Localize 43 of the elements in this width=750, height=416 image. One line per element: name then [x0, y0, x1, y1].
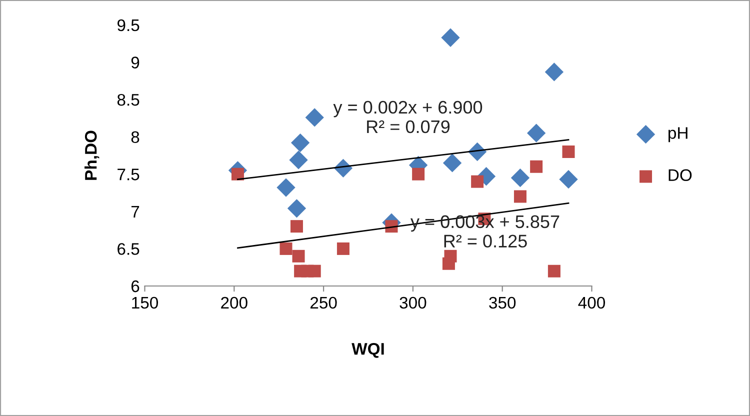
point — [280, 242, 292, 255]
x-tick-label: 200 — [221, 296, 248, 309]
point — [559, 170, 578, 189]
y-tick-label: 6.5 — [118, 243, 140, 255]
legend-label: pH — [668, 127, 688, 142]
x-tick-label: 300 — [400, 296, 426, 309]
point — [442, 154, 462, 172]
point — [412, 168, 425, 180]
point — [544, 62, 564, 82]
point — [441, 28, 460, 47]
annotation: y = 0.002x + 6.900 R² = 0.079 — [333, 100, 482, 134]
x-tick-label: 350 — [489, 296, 516, 309]
point — [231, 168, 244, 180]
point — [336, 242, 350, 255]
y-tick-label: 8.5 — [117, 94, 140, 106]
point — [471, 175, 484, 188]
point — [292, 250, 305, 262]
x-tick-label: 250 — [310, 296, 337, 309]
y-tick-label: 9 — [131, 56, 140, 68]
point — [526, 124, 546, 142]
point — [287, 199, 306, 218]
point — [289, 150, 308, 170]
point — [290, 133, 310, 152]
y-axis-title: Ph,DO — [84, 130, 100, 180]
y-tick-label: 7.5 — [118, 168, 140, 180]
point — [530, 160, 543, 173]
point — [305, 108, 324, 127]
point — [548, 264, 560, 278]
legend-label: DO — [668, 169, 692, 182]
x-tick-label: 400 — [578, 296, 606, 309]
point — [514, 190, 526, 203]
x-axis-title: WQI — [352, 342, 384, 358]
point — [562, 146, 575, 158]
point — [308, 264, 321, 278]
x-tick-label: 150 — [132, 296, 158, 309]
point — [276, 178, 296, 197]
y-tick-label: 9.5 — [118, 19, 140, 32]
y-tick-label: 6 — [131, 280, 140, 292]
y-tick-label: 8 — [131, 131, 140, 144]
y-tick-label: 7 — [131, 206, 140, 218]
point — [290, 220, 303, 233]
point — [510, 168, 530, 188]
point — [444, 250, 457, 262]
